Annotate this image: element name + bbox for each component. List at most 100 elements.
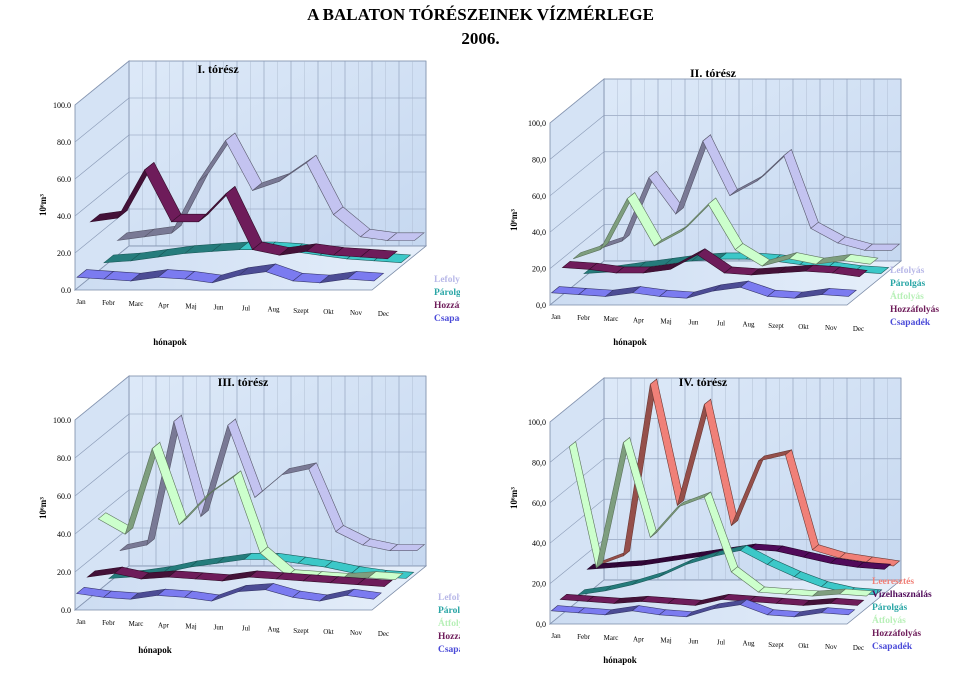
gridline-side bbox=[549, 498, 605, 544]
legend-entry: Csapadék bbox=[890, 318, 931, 328]
x-tick-label: Okt bbox=[323, 308, 334, 316]
x-tick-label: Maj bbox=[185, 302, 196, 310]
x-tick-label: Dec bbox=[853, 644, 864, 652]
x-tick-label: Szept bbox=[768, 322, 784, 330]
chart-panel-3: 0.0 20.0 40.0 60.0 80.0 100.0 Jan Febr Marc Apr Ma… bbox=[38, 375, 460, 655]
x-tick-label: Szept bbox=[293, 307, 309, 315]
ribbon-segment-átfolyás bbox=[838, 588, 874, 597]
y-tick-label: 60.0 bbox=[57, 492, 71, 501]
x-tick-label: Jul bbox=[717, 639, 725, 647]
legend-entry: Párolgás bbox=[434, 288, 460, 298]
y-tick-label: 40.0 bbox=[57, 212, 71, 221]
x-tick-label: Jan bbox=[551, 313, 561, 321]
x-tick-label: Marc bbox=[604, 634, 619, 642]
x-tick-label: Dec bbox=[378, 310, 389, 318]
x-tick-label: Apr bbox=[158, 301, 170, 309]
gridline-side bbox=[74, 134, 130, 180]
y-axis-label: 10⁶m³ bbox=[38, 194, 48, 216]
y-tick-label: 60,0 bbox=[532, 499, 546, 508]
ribbon-segment-csapadék bbox=[346, 271, 385, 282]
ribbon-segment-hozzáfolyás bbox=[831, 266, 868, 278]
ribbon-segment-lefolyás bbox=[386, 232, 425, 241]
y-tick-label: 40,0 bbox=[532, 539, 546, 548]
legend-entry: Lefolyás bbox=[438, 593, 460, 603]
y-axis-label: 10⁶m³ bbox=[38, 497, 48, 519]
ribbon-segment-lefolyás bbox=[863, 243, 901, 251]
legend-entry: Csapadék bbox=[438, 645, 460, 655]
x-tick-label: Szept bbox=[768, 641, 784, 649]
x-tick-label: Dec bbox=[378, 630, 389, 638]
chart-title: II. tórész bbox=[690, 66, 737, 80]
gridline-side bbox=[74, 413, 130, 459]
gridline-side bbox=[549, 78, 605, 124]
y-tick-label: 40,0 bbox=[532, 228, 546, 237]
x-tick-label: Apr bbox=[158, 621, 170, 629]
legend-entry: Átfolyás bbox=[438, 617, 460, 629]
x-tick-label: Jan bbox=[551, 632, 561, 640]
x-axis-label: hónapok bbox=[153, 337, 187, 347]
ribbon-segment-hozzáfolyás bbox=[359, 248, 398, 260]
legend-entry: Hozzáfolyás bbox=[872, 629, 921, 639]
legend-entry: Átfolyás bbox=[872, 614, 906, 626]
chart-title: I. tórész bbox=[197, 62, 239, 76]
y-tick-label: 0,0 bbox=[536, 620, 546, 629]
legend-entry: Lefolyás bbox=[890, 266, 925, 276]
gridline-side bbox=[549, 418, 605, 463]
x-axis-label: hónapok bbox=[138, 645, 172, 655]
ribbon-segment-átfolyás bbox=[842, 254, 879, 265]
ribbon-segment-átfolyás bbox=[367, 571, 404, 581]
x-tick-label: Maj bbox=[660, 317, 671, 325]
y-tick-label: 0.0 bbox=[61, 286, 71, 295]
x-tick-label: Aug bbox=[742, 321, 755, 329]
x-tick-label: Okt bbox=[323, 628, 334, 636]
x-tick-label: Dec bbox=[853, 325, 864, 333]
gridline-side bbox=[74, 60, 130, 106]
x-tick-label: Febr bbox=[102, 619, 116, 627]
gridline-side bbox=[74, 375, 130, 421]
x-tick-label: Jul bbox=[717, 320, 725, 328]
y-tick-label: 20.0 bbox=[57, 249, 71, 258]
y-tick-label: 100.0 bbox=[53, 101, 71, 110]
legend-entry: Leeresztés bbox=[872, 577, 914, 587]
legend-entry: Párolgás bbox=[438, 606, 460, 616]
page-subtitle: 2006. bbox=[461, 29, 500, 48]
x-tick-label: Jun bbox=[214, 624, 224, 632]
y-tick-label: 100,0 bbox=[528, 119, 546, 128]
ribbon-segment-vízelhasználás bbox=[856, 561, 892, 570]
gridline-side bbox=[74, 451, 130, 497]
x-tick-label: Apr bbox=[633, 635, 645, 643]
legend-entry: Lefolyás bbox=[434, 275, 460, 285]
y-tick-label: 0,0 bbox=[536, 301, 546, 310]
x-tick-label: Febr bbox=[102, 299, 116, 307]
chart-title: IV. tórész bbox=[679, 375, 728, 389]
gridline-side bbox=[549, 224, 605, 269]
x-tick-label: Szept bbox=[293, 627, 309, 635]
legend-entry: Hozzáfolyás bbox=[890, 305, 939, 315]
y-tick-label: 60,0 bbox=[532, 192, 546, 201]
legend-entry: Párolgás bbox=[872, 603, 907, 613]
gridline-side bbox=[74, 489, 130, 535]
x-tick-label: Nov bbox=[825, 324, 838, 332]
y-tick-label: 20,0 bbox=[532, 580, 546, 589]
x-tick-label: Jan bbox=[76, 298, 86, 306]
x-axis-label: hónapok bbox=[613, 337, 647, 347]
ribbon-segment-hozzáfolyás bbox=[356, 578, 393, 587]
legend-entry: Párolgás bbox=[890, 279, 925, 289]
ribbon-segment-csapadék bbox=[345, 588, 382, 600]
x-tick-label: Nov bbox=[825, 643, 838, 651]
chart-title: III. tórész bbox=[218, 375, 269, 389]
x-tick-label: Nov bbox=[350, 309, 363, 317]
x-tick-label: Maj bbox=[660, 636, 671, 644]
x-tick-label: Aug bbox=[267, 626, 280, 634]
chart-panel-2: 0,0 20,0 40,0 60,0 80,0 100,0 Jan Febr Marc Apr Ma… bbox=[509, 66, 939, 347]
legend-entry: Csapadék bbox=[872, 642, 913, 652]
gridline-side bbox=[74, 171, 130, 217]
gridline-side bbox=[549, 151, 605, 197]
y-tick-label: 80.0 bbox=[57, 454, 71, 463]
legend-entry: Hozzáfolyás bbox=[434, 301, 460, 311]
y-tick-label: 60.0 bbox=[57, 175, 71, 184]
x-tick-label: Okt bbox=[798, 642, 809, 650]
y-tick-label: 0.0 bbox=[61, 606, 71, 615]
x-tick-label: Marc bbox=[129, 620, 144, 628]
y-tick-label: 20.0 bbox=[57, 568, 71, 577]
